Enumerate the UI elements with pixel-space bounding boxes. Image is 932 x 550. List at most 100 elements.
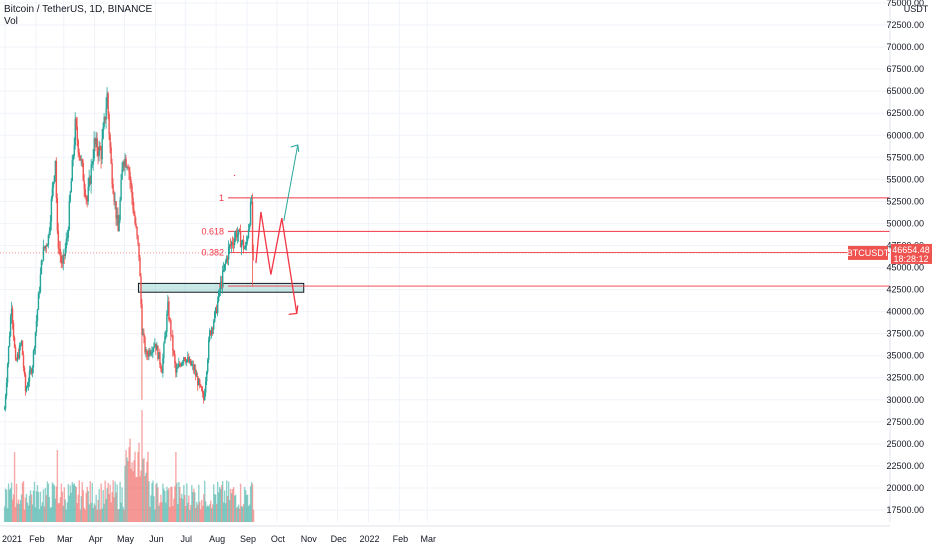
candle-body <box>95 138 97 144</box>
volume-bar <box>40 505 43 522</box>
volume-bar <box>247 506 250 522</box>
volume-bar <box>48 497 51 522</box>
volume-bar <box>127 461 129 522</box>
volume-bar <box>82 490 84 522</box>
annotation-mark <box>233 174 236 177</box>
candle-body <box>124 158 126 167</box>
candle-body <box>17 354 20 359</box>
volume-bar <box>23 509 26 522</box>
price-tick-label: 67500.00 <box>886 64 924 74</box>
candle-body <box>199 379 201 385</box>
volume-bar <box>131 462 133 522</box>
drawn-annotations[interactable] <box>233 144 300 316</box>
candle-body <box>197 376 199 386</box>
time-tick-label: Mar <box>420 534 436 544</box>
candle-body <box>183 357 185 362</box>
candle-body <box>236 234 239 238</box>
candle-body <box>18 345 21 359</box>
candle-body <box>50 198 53 222</box>
price-tick-label: 45000.00 <box>886 263 924 273</box>
candle-body <box>117 215 119 232</box>
candle-body <box>129 172 131 181</box>
volume-bar <box>75 486 77 522</box>
candle-body <box>81 159 83 163</box>
candle-body <box>32 350 35 368</box>
candle-body <box>59 249 62 256</box>
volume-bar <box>61 491 64 522</box>
volume-bar <box>217 492 220 522</box>
volume-bar <box>126 457 128 522</box>
candle-body <box>136 226 138 236</box>
candle-body <box>249 202 252 225</box>
candle-body <box>165 332 167 337</box>
candle-body <box>25 387 28 392</box>
volume-bar <box>20 494 23 522</box>
candle-body <box>211 328 213 335</box>
candle-body <box>147 355 149 357</box>
volume-bar <box>6 508 9 522</box>
volume-bar <box>36 485 39 522</box>
candle-body <box>185 360 187 363</box>
candle-body <box>125 158 127 168</box>
candle-body <box>78 152 80 156</box>
volume-bar <box>133 460 135 522</box>
price-axis[interactable]: USDT 17500.00 20000.00 22500.00 25000.00 2750… <box>847 0 932 522</box>
candle-body <box>204 392 206 401</box>
volume-bar <box>55 486 58 522</box>
candle-body <box>42 246 45 261</box>
volume-bar <box>129 438 131 522</box>
candle-body <box>65 239 68 249</box>
volume-bar <box>27 505 30 522</box>
time-axis[interactable]: 2021 Feb Mar Apr May Jun Jul Aug Sep Oct Nov Dec 202… <box>0 525 890 544</box>
volume-bar <box>248 504 251 522</box>
volume-bar <box>233 495 236 522</box>
candle-body <box>46 245 49 247</box>
candle-body <box>189 359 191 363</box>
candle-body <box>128 168 130 173</box>
volume-bar <box>192 492 194 522</box>
volume-bar <box>39 491 42 522</box>
candle-body <box>31 367 34 374</box>
volume-bar <box>149 506 151 522</box>
price-tick-label: 65000.00 <box>886 86 924 96</box>
candle-body <box>186 359 188 363</box>
candle-body <box>159 352 161 365</box>
candle-body <box>245 241 248 247</box>
chart-title: Bitcoin / TetherUS, 1D, BINANCE <box>4 4 153 15</box>
volume-bar <box>191 485 193 522</box>
volume-bar <box>38 509 41 522</box>
volume-bar <box>241 506 244 522</box>
volume-bar <box>242 503 245 522</box>
candle-body <box>153 346 155 349</box>
volume-bar <box>91 482 93 522</box>
volume-bar <box>245 495 248 522</box>
volume-bar <box>103 503 105 522</box>
volume-bar <box>106 488 108 522</box>
candle-body <box>33 348 36 351</box>
volume-bar <box>4 488 7 522</box>
volume-bar <box>155 484 157 522</box>
volume-bar <box>90 502 92 522</box>
volume-bar <box>32 490 35 522</box>
volume-bar <box>138 442 140 522</box>
volume-bar <box>141 410 143 522</box>
candle-body <box>247 229 250 238</box>
candle-body <box>9 317 12 337</box>
candle-body <box>157 345 159 360</box>
volume-bar <box>181 493 183 522</box>
candle-body <box>251 201 254 253</box>
volume-bar <box>79 509 81 522</box>
volume-bar <box>178 481 180 522</box>
candle-body <box>115 201 117 219</box>
volume-bar <box>239 483 242 522</box>
candle-body <box>200 384 202 387</box>
bullish-arrow-head <box>290 144 300 153</box>
candle-body <box>103 116 105 128</box>
volume-bar <box>16 503 19 522</box>
volume-bar <box>146 461 148 522</box>
volume-bar <box>196 501 198 522</box>
candle-body <box>212 328 214 330</box>
fib-level-label: 0.618 <box>202 226 225 236</box>
candle-body <box>215 307 217 313</box>
